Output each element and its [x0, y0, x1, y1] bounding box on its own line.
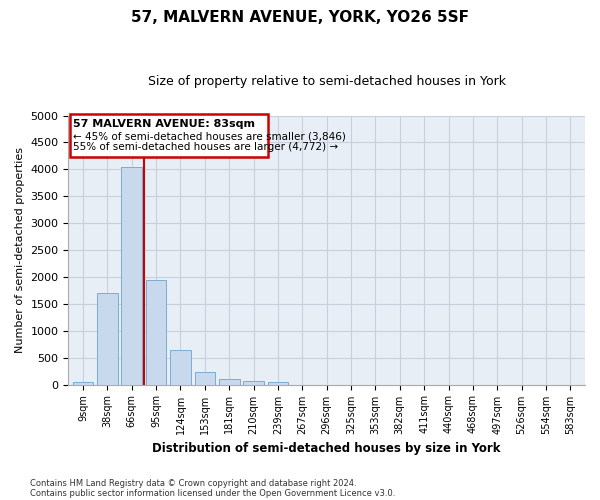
Bar — [170, 350, 191, 384]
Text: 57 MALVERN AVENUE: 83sqm: 57 MALVERN AVENUE: 83sqm — [73, 120, 255, 130]
Bar — [219, 379, 239, 384]
Title: Size of property relative to semi-detached houses in York: Size of property relative to semi-detach… — [148, 75, 506, 88]
Text: 55% of semi-detached houses are larger (4,772) →: 55% of semi-detached houses are larger (… — [73, 142, 338, 152]
Y-axis label: Number of semi-detached properties: Number of semi-detached properties — [15, 147, 25, 353]
Bar — [268, 382, 289, 384]
Bar — [146, 280, 166, 384]
X-axis label: Distribution of semi-detached houses by size in York: Distribution of semi-detached houses by … — [152, 442, 501, 455]
FancyBboxPatch shape — [70, 114, 268, 157]
Bar — [243, 380, 264, 384]
Bar — [73, 382, 94, 384]
Bar — [97, 293, 118, 384]
Text: Contains public sector information licensed under the Open Government Licence v3: Contains public sector information licen… — [30, 488, 395, 498]
Bar — [121, 166, 142, 384]
Text: ← 45% of semi-detached houses are smaller (3,846): ← 45% of semi-detached houses are smalle… — [73, 131, 346, 141]
Text: 57, MALVERN AVENUE, YORK, YO26 5SF: 57, MALVERN AVENUE, YORK, YO26 5SF — [131, 10, 469, 25]
Text: Contains HM Land Registry data © Crown copyright and database right 2024.: Contains HM Land Registry data © Crown c… — [30, 478, 356, 488]
Bar — [194, 372, 215, 384]
